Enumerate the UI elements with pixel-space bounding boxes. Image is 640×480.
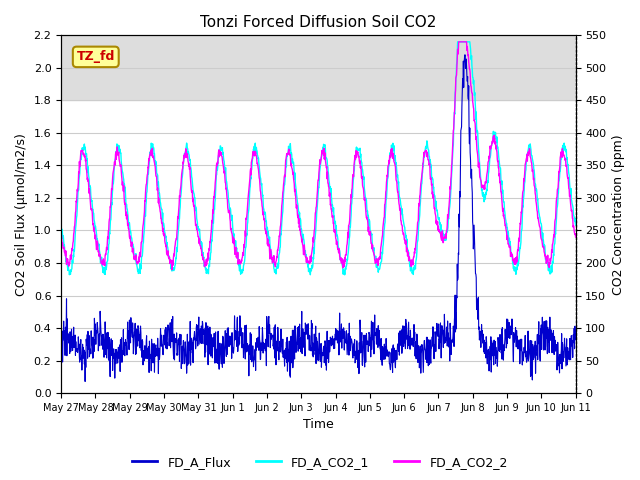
Y-axis label: CO2 Soil Flux (μmol/m2/s): CO2 Soil Flux (μmol/m2/s) bbox=[15, 133, 28, 296]
Text: TZ_fd: TZ_fd bbox=[77, 50, 115, 63]
Legend: FD_A_Flux, FD_A_CO2_1, FD_A_CO2_2: FD_A_Flux, FD_A_CO2_1, FD_A_CO2_2 bbox=[127, 451, 513, 474]
Y-axis label: CO2 Concentration (ppm): CO2 Concentration (ppm) bbox=[612, 134, 625, 295]
Title: Tonzi Forced Diffusion Soil CO2: Tonzi Forced Diffusion Soil CO2 bbox=[200, 15, 436, 30]
Bar bbox=[61, 36, 575, 100]
X-axis label: Time: Time bbox=[303, 419, 333, 432]
